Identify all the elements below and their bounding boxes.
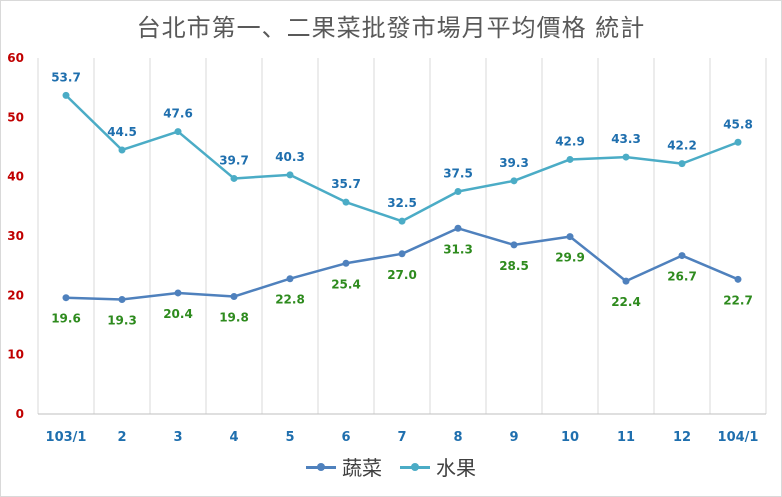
data-point: [398, 250, 406, 258]
x-tick-label: 103/1: [46, 430, 87, 445]
data-point: [286, 171, 294, 179]
data-label: 45.8: [723, 117, 753, 131]
data-point: [454, 188, 462, 195]
data-point: [174, 128, 182, 136]
x-tick-label: 11: [617, 430, 635, 445]
data-point: [734, 275, 742, 283]
legend-label-vegetables: 蔬菜: [342, 456, 382, 480]
data-label: 47.6: [163, 107, 193, 121]
data-point: [510, 177, 518, 185]
y-tick-label: 50: [7, 110, 24, 124]
data-point: [566, 155, 574, 163]
data-point: [230, 293, 238, 301]
legend-label-fruits: 水果: [436, 456, 476, 480]
data-label: 32.5: [387, 196, 417, 210]
x-tick-label: 8: [453, 430, 462, 445]
data-label: 19.8: [219, 311, 249, 325]
data-point: [678, 252, 686, 260]
y-tick-label: 30: [7, 229, 24, 243]
data-label: 19.6: [51, 312, 81, 326]
x-tick-label: 9: [509, 430, 518, 445]
data-label: 27.0: [387, 268, 417, 282]
data-point: [118, 146, 126, 154]
data-point: [62, 91, 70, 99]
data-point: [342, 198, 350, 206]
data-label: 28.5: [499, 259, 529, 273]
data-point: [734, 138, 742, 146]
series-line-vegetables: [65, 227, 739, 301]
data-label: 31.3: [443, 242, 473, 256]
data-label: 22.4: [611, 295, 641, 309]
x-tick-label: 6: [341, 430, 350, 445]
x-tick-label: 12: [673, 430, 691, 445]
legend-swatch-vegetables: [306, 460, 336, 474]
data-point: [398, 217, 406, 225]
data-label: 43.3: [611, 132, 641, 146]
y-tick-label: 10: [7, 348, 24, 362]
data-label: 22.7: [723, 293, 753, 307]
data-label: 42.9: [555, 134, 585, 148]
y-tick-label: 20: [7, 288, 24, 302]
x-tick-label: 104/1: [718, 430, 759, 445]
y-tick-label: 40: [7, 170, 24, 184]
data-point: [62, 294, 70, 302]
chart-legend: 蔬菜 水果: [0, 452, 782, 481]
data-point: [230, 174, 238, 182]
x-tick-label: 7: [397, 430, 406, 445]
data-label: 40.3: [275, 150, 305, 164]
chart-title: 台北市第一、二果菜批發市場月平均價格 統計: [136, 14, 646, 42]
data-point: [342, 259, 350, 267]
data-point: [510, 241, 518, 249]
data-point: [174, 289, 182, 297]
data-label: 37.5: [443, 167, 473, 181]
x-tick-label: 2: [117, 430, 126, 445]
data-point: [566, 233, 574, 241]
data-label: 53.7: [51, 70, 81, 84]
data-label: 25.4: [331, 277, 361, 291]
data-label: 22.8: [275, 293, 305, 307]
data-label: 26.7: [667, 270, 697, 284]
x-tick-label: 4: [229, 430, 238, 445]
legend-item-fruits: 水果: [400, 452, 476, 481]
data-label: 39.7: [219, 153, 249, 167]
y-tick-label: 0: [16, 407, 24, 421]
data-point: [622, 277, 630, 285]
data-label: 42.2: [667, 139, 697, 153]
x-tick-label: 3: [173, 430, 182, 445]
y-tick-label: 60: [7, 51, 24, 65]
data-label: 29.9: [555, 251, 585, 265]
data-label: 20.4: [163, 307, 193, 321]
data-label: 35.7: [331, 177, 361, 191]
data-point: [454, 224, 462, 232]
data-point: [118, 295, 126, 303]
data-point: [622, 153, 630, 161]
data-point: [678, 160, 686, 168]
legend-item-vegetables: 蔬菜: [306, 452, 382, 481]
data-label: 19.3: [107, 313, 137, 327]
data-label: 39.3: [499, 156, 529, 170]
data-label: 44.5: [107, 125, 137, 139]
legend-swatch-fruits: [400, 460, 430, 474]
x-tick-label: 10: [561, 430, 579, 445]
x-tick-label: 5: [285, 430, 294, 445]
data-point: [286, 275, 294, 283]
